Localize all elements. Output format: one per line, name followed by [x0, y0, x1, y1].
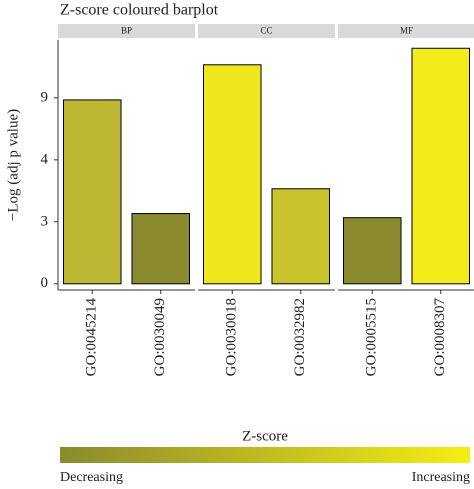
x-tick-label: GO:0005515 — [364, 298, 380, 376]
bar — [202, 64, 262, 285]
facet-strip — [58, 24, 195, 38]
y-tick-label: 4 — [41, 151, 49, 167]
bar — [342, 217, 402, 285]
y-tick-label: 0 — [41, 275, 49, 291]
y-tick-label: 9 — [41, 89, 49, 105]
x-tick-label: GO:0030049 — [152, 298, 168, 376]
facet-label: MF — [400, 26, 413, 36]
facet-label: CC — [260, 26, 272, 36]
x-tick-label: GO:0008307 — [432, 298, 448, 377]
bar — [411, 47, 471, 285]
colorbar — [60, 447, 470, 463]
facet-strip — [338, 24, 474, 38]
facet-strip — [198, 24, 335, 38]
y-axis-label: −Log (adj p value) — [5, 109, 21, 221]
chart-title: Z-score coloured barplot — [60, 2, 219, 19]
facet-label: BP — [121, 26, 132, 36]
y-tick-label: 3 — [41, 213, 49, 229]
x-tick-label: GO:0030018 — [224, 298, 240, 376]
bar — [271, 188, 331, 285]
legend-low: Decreasing — [60, 470, 123, 485]
x-tick-label: GO:0045214 — [84, 298, 100, 377]
x-tick-label: GO:0032982 — [292, 298, 308, 376]
bar — [62, 99, 122, 285]
legend-high: Increasing — [412, 470, 470, 485]
bar — [131, 213, 191, 285]
legend-title: Z-score — [242, 428, 288, 444]
